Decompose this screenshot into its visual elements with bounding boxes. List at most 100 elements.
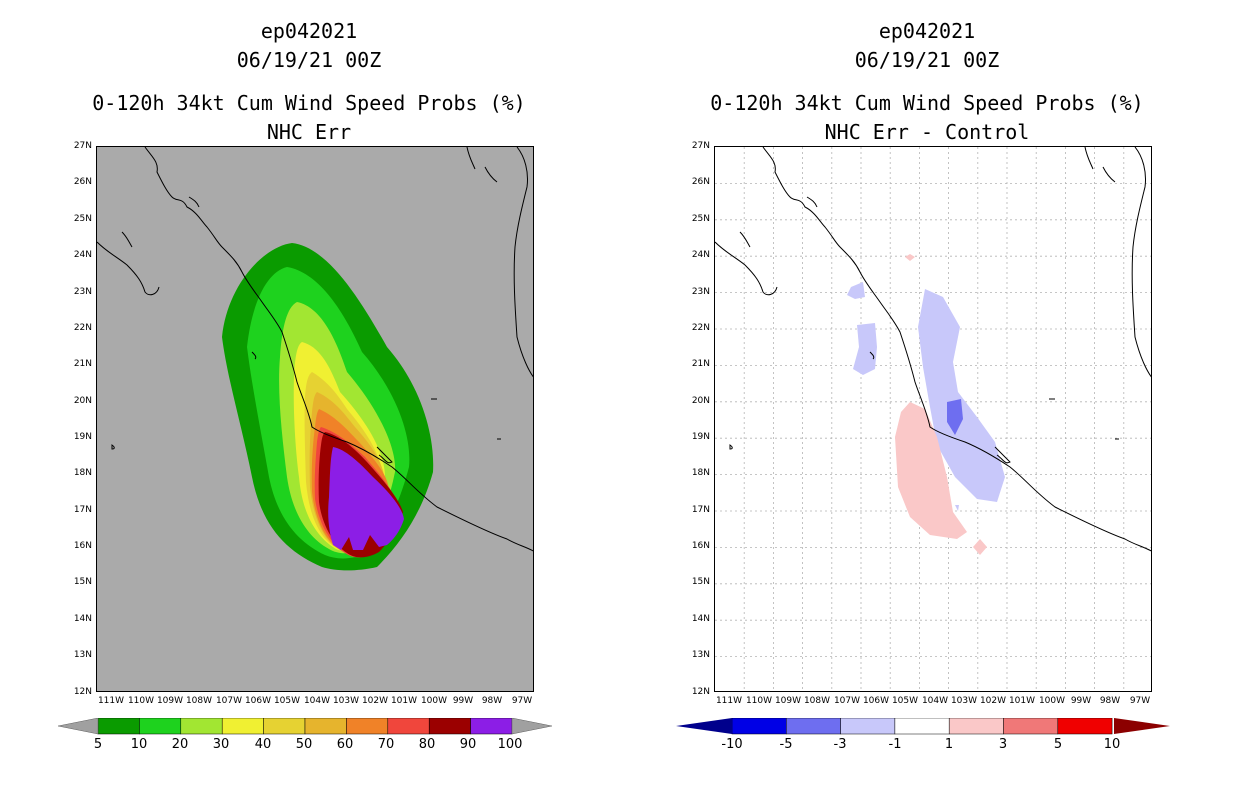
lon-label: 111W: [97, 696, 125, 706]
right-cb-swatch: [786, 718, 841, 735]
lat-label: 27N: [73, 141, 92, 151]
right-cb-label: -10: [721, 737, 743, 752]
left-storm-id: ep042021: [260, 19, 358, 43]
lat-label: 14N: [73, 614, 92, 624]
right-cb-swatch: [731, 718, 787, 735]
left-cb-swatch: [221, 718, 264, 735]
left-cb-swatch: [263, 718, 306, 735]
lon-label: 111W: [715, 696, 743, 706]
left-cb-label: 10: [130, 737, 148, 752]
right-cb-right-arrow: [1114, 718, 1170, 734]
lon-label: 106W: [862, 696, 890, 706]
left-map: [96, 146, 534, 692]
left-cb-label: 60: [336, 737, 354, 752]
lat-label: 27N: [691, 141, 710, 151]
left-subtitle: NHC Err: [266, 120, 352, 144]
lon-label: 103W: [332, 696, 360, 706]
right-cb-label: -1: [888, 737, 902, 752]
right-product-title: 0-120h 34kt Cum Wind Speed Probs (%): [710, 91, 1144, 115]
left-cb-label: 80: [418, 737, 436, 752]
lon-label: 104W: [303, 696, 331, 706]
right-cb-swatch: [840, 718, 896, 735]
left-cb-label: 30: [212, 737, 230, 752]
lon-label: 99W: [452, 696, 474, 706]
lon-label: 104W: [921, 696, 949, 706]
left-cb-swatch: [387, 718, 430, 735]
left-cb-swatch: [304, 718, 347, 735]
lon-label: 100W: [420, 696, 448, 706]
lat-label: 15N: [73, 577, 92, 587]
right-date: 06/19/21 00Z: [854, 48, 1000, 72]
right-cb-swatch: [1057, 718, 1113, 735]
prob-100-region: [328, 447, 404, 550]
right-cb-label: -5: [779, 737, 793, 752]
lon-label: 108W: [185, 696, 213, 706]
left-cb-right-arrow: [511, 718, 553, 735]
lon-label: 99W: [1070, 696, 1092, 706]
lat-label: 20N: [691, 396, 710, 406]
lon-label: 97W: [1129, 696, 1151, 706]
lat-label: 23N: [73, 287, 92, 297]
lon-label: 106W: [244, 696, 272, 706]
lat-label: 15N: [691, 577, 710, 587]
lon-label: 107W: [833, 696, 861, 706]
left-cb-swatch: [97, 718, 140, 735]
lat-label: 22N: [691, 323, 710, 333]
right-cb-swatch: [894, 718, 950, 735]
lat-label: 13N: [73, 650, 92, 660]
lat-label: 12N: [691, 687, 710, 697]
lon-label: 105W: [891, 696, 919, 706]
diff-neg-1-3-region-b: [847, 282, 865, 299]
diff-pos-1-3-region-b: [973, 539, 987, 555]
left-colorbar: [58, 718, 553, 735]
lon-label: 97W: [511, 696, 533, 706]
lat-label: 14N: [691, 614, 710, 624]
diff-neg-1-3-region-d: [955, 505, 959, 511]
lon-label: 109W: [774, 696, 802, 706]
lon-label: 100W: [1038, 696, 1066, 706]
lon-label: 109W: [156, 696, 184, 706]
lat-label: 23N: [691, 287, 710, 297]
lon-label: 101W: [390, 696, 418, 706]
lat-label: 21N: [691, 359, 710, 369]
lat-label: 17N: [73, 505, 92, 515]
left-cb-swatch: [470, 718, 513, 735]
right-cb-left-arrow: [676, 718, 732, 734]
left-cb-label: 20: [171, 737, 189, 752]
lat-label: 24N: [691, 250, 710, 260]
left-cb-label: 40: [254, 737, 272, 752]
coastline: [97, 147, 533, 552]
lat-label: 19N: [73, 432, 92, 442]
left-cb-swatch: [139, 718, 182, 735]
left-product-title: 0-120h 34kt Cum Wind Speed Probs (%): [92, 91, 526, 115]
lat-label: 25N: [691, 214, 710, 224]
lat-label: 25N: [73, 214, 92, 224]
right-cb-label: -3: [833, 737, 847, 752]
right-cb-label: 5: [1053, 737, 1063, 752]
diff-neg-3-5-region: [947, 399, 963, 435]
lon-label: 98W: [1099, 696, 1121, 706]
left-cb-swatch: [346, 718, 389, 735]
left-date: 06/19/21 00Z: [236, 48, 382, 72]
lat-label: 18N: [691, 468, 710, 478]
right-subtitle: NHC Err - Control: [824, 120, 1030, 144]
right-cb-swatch: [1003, 718, 1059, 735]
right-colorbar: [676, 718, 1170, 735]
left-cb-left-arrow: [58, 718, 99, 735]
lon-label: 110W: [127, 696, 155, 706]
lat-label: 18N: [73, 468, 92, 478]
lat-label: 26N: [73, 177, 92, 187]
right-cb-label: 10: [1103, 737, 1121, 752]
lon-label: 102W: [361, 696, 389, 706]
left-cb-label: 70: [377, 737, 395, 752]
lat-label: 17N: [691, 505, 710, 515]
right-map: [714, 146, 1152, 692]
lon-label: 102W: [979, 696, 1007, 706]
lat-label: 22N: [73, 323, 92, 333]
lat-label: 20N: [73, 396, 92, 406]
lat-label: 24N: [73, 250, 92, 260]
lat-label: 12N: [73, 687, 92, 697]
lon-label: 103W: [950, 696, 978, 706]
right-panel: ep042021 06/19/21 00Z 0-120h 34kt Cum Wi…: [618, 0, 1236, 800]
right-cb-label: 1: [944, 737, 954, 752]
